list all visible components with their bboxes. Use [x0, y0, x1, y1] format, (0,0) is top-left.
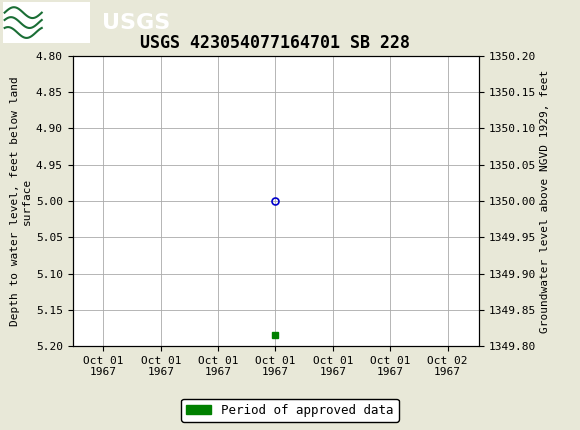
Title: USGS 423054077164701 SB 228: USGS 423054077164701 SB 228	[140, 34, 411, 52]
Y-axis label: Groundwater level above NGVD 1929, feet: Groundwater level above NGVD 1929, feet	[539, 69, 550, 333]
Text: USGS: USGS	[102, 12, 170, 33]
Legend: Period of approved data: Period of approved data	[181, 399, 399, 421]
Y-axis label: Depth to water level, feet below land
surface: Depth to water level, feet below land su…	[10, 76, 32, 326]
Bar	[3, 2, 90, 43]
